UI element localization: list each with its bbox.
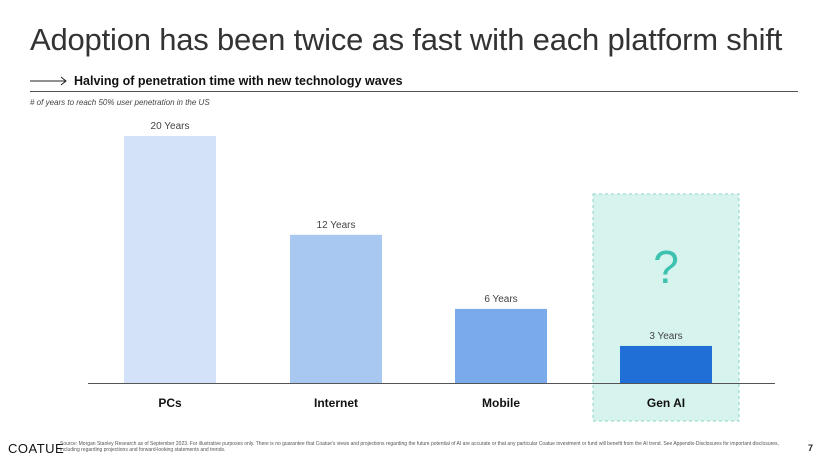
- data-label: 3 Years: [649, 331, 682, 342]
- question-mark-annotation: ?: [653, 241, 679, 293]
- category-label: Mobile: [482, 396, 520, 410]
- bar-mobile: [455, 308, 547, 383]
- bar-pcs: [124, 136, 216, 383]
- bar-gen-ai: [620, 345, 712, 383]
- bar-internet: [290, 234, 382, 383]
- gen-ai-highlight-panel: [592, 193, 740, 422]
- subtitle-divider: [30, 91, 798, 92]
- chart-subtitle: Halving of penetration time with new tec…: [74, 74, 403, 88]
- arrow-right-icon: [30, 76, 67, 86]
- category-label: Internet: [314, 396, 358, 410]
- slide-title: Adoption has been twice as fast with eac…: [30, 22, 783, 57]
- subtitle-row: Halving of penetration time with new tec…: [30, 72, 403, 90]
- bar-chart: ? 20 Years PCs 12 Years Internet 6 Years Mobil…: [88, 121, 775, 422]
- page-number: 7: [808, 443, 814, 453]
- chart-note: # of years to reach 50% user penetration…: [30, 98, 210, 107]
- coatue-logo: COATUE: [8, 441, 65, 456]
- category-label: PCs: [158, 396, 182, 410]
- data-label: 12 Years: [317, 220, 356, 231]
- footer-source-note: Source: Morgan Stanley Research as of Se…: [60, 441, 779, 453]
- category-label: Gen AI: [647, 396, 685, 410]
- data-label: 6 Years: [484, 294, 517, 305]
- data-label: 20 Years: [151, 121, 190, 132]
